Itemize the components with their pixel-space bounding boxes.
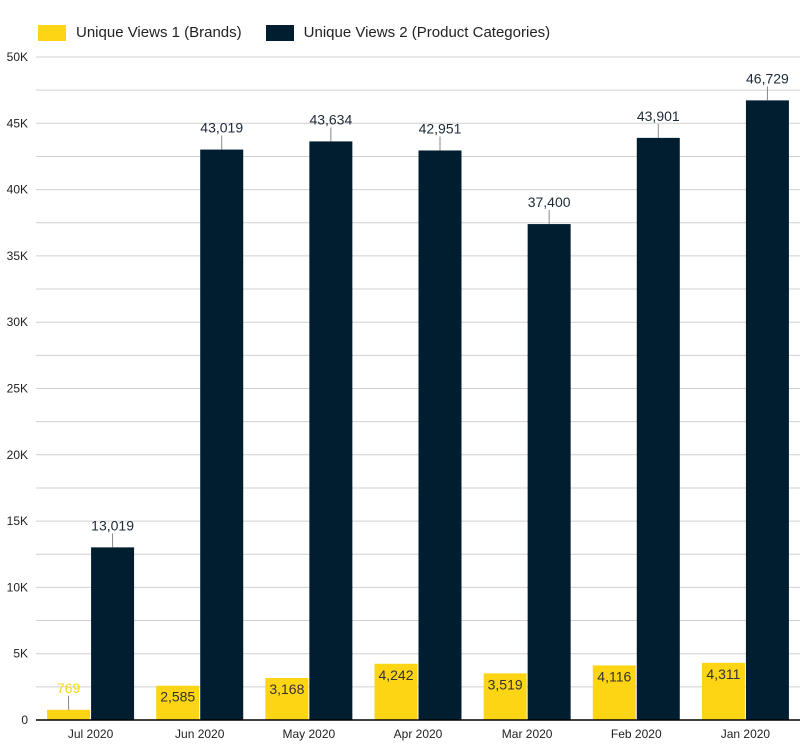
data-label-brands: 3,519 — [488, 676, 523, 692]
legend-swatch-product-categories — [265, 24, 294, 41]
data-label-product-categories: 13,019 — [91, 517, 134, 533]
x-tick-label: Apr 2020 — [394, 727, 443, 741]
x-tick-label: Feb 2020 — [611, 727, 662, 741]
y-tick-label: 50K — [7, 50, 28, 64]
bar-brands — [156, 685, 200, 720]
y-tick-label: 30K — [7, 315, 28, 329]
data-label-brands: 4,311 — [706, 666, 740, 682]
bar-product-categories — [309, 141, 353, 721]
bar-product-categories — [527, 224, 571, 721]
y-tick-label: 5K — [13, 647, 28, 661]
bar-product-categories — [91, 547, 135, 720]
bar-brands — [701, 662, 745, 720]
bar-product-categories — [745, 100, 789, 720]
y-tick-label: 15K — [7, 514, 28, 528]
data-label-brands: 3,168 — [269, 681, 304, 697]
x-tick-label: Jun 2020 — [175, 727, 225, 741]
x-tick-label: Jul 2020 — [68, 727, 114, 741]
y-tick-label: 20K — [7, 448, 28, 462]
bar-product-categories — [636, 137, 680, 720]
bar-brands — [592, 665, 636, 720]
bar-brands — [265, 677, 309, 720]
y-tick-label: 45K — [7, 116, 28, 130]
legend-label-brands: Unique Views 1 (Brands) — [76, 24, 242, 41]
bar-product-categories — [418, 150, 462, 721]
bar-brands — [483, 673, 527, 720]
bar-product-categories — [200, 149, 244, 720]
legend: Unique Views 1 (Brands) Unique Views 2 (… — [38, 24, 550, 41]
legend-item-brands[interactable]: Unique Views 1 (Brands) — [38, 24, 242, 41]
legend-label-product-categories: Unique Views 2 (Product Categories) — [303, 24, 551, 41]
x-tick-label: Mar 2020 — [502, 727, 553, 741]
data-label-product-categories: 42,951 — [419, 120, 462, 136]
data-label-product-categories: 43,019 — [200, 120, 243, 136]
data-label-brands: 4,242 — [378, 667, 413, 683]
bar-brands — [374, 663, 418, 720]
data-label-brands: 4,116 — [597, 668, 631, 684]
y-tick-label: 25K — [7, 382, 28, 396]
data-label-product-categories: 37,400 — [528, 194, 571, 210]
data-label-brands: 2,585 — [160, 689, 195, 705]
data-label-product-categories: 43,634 — [309, 111, 352, 127]
data-label-brands: 769 — [57, 680, 81, 696]
x-tick-label: May 2020 — [283, 727, 336, 741]
data-label-product-categories: 43,901 — [637, 108, 680, 124]
x-tick-label: Jan 2020 — [721, 727, 771, 741]
bar-brands — [47, 709, 91, 720]
legend-swatch-brands — [38, 24, 66, 41]
legend-item-product-categories[interactable]: Unique Views 2 (Product Categories) — [265, 24, 551, 41]
data-label-product-categories: 46,729 — [746, 70, 789, 86]
y-tick-label: 40K — [7, 183, 28, 197]
y-tick-label: 10K — [7, 580, 28, 594]
y-tick-label: 35K — [7, 249, 28, 263]
y-tick-label: 0 — [21, 713, 28, 727]
